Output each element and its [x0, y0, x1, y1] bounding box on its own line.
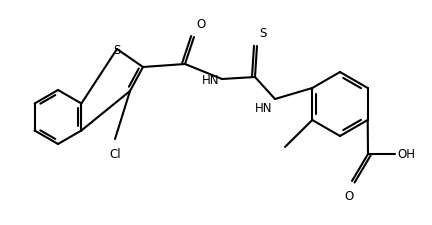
Text: S: S [259, 27, 267, 40]
Text: O: O [196, 18, 205, 31]
Text: Cl: Cl [109, 147, 121, 160]
Text: S: S [113, 43, 121, 56]
Text: HN: HN [254, 101, 272, 115]
Text: HN: HN [201, 73, 219, 86]
Text: O: O [344, 189, 354, 202]
Text: OH: OH [397, 148, 415, 161]
